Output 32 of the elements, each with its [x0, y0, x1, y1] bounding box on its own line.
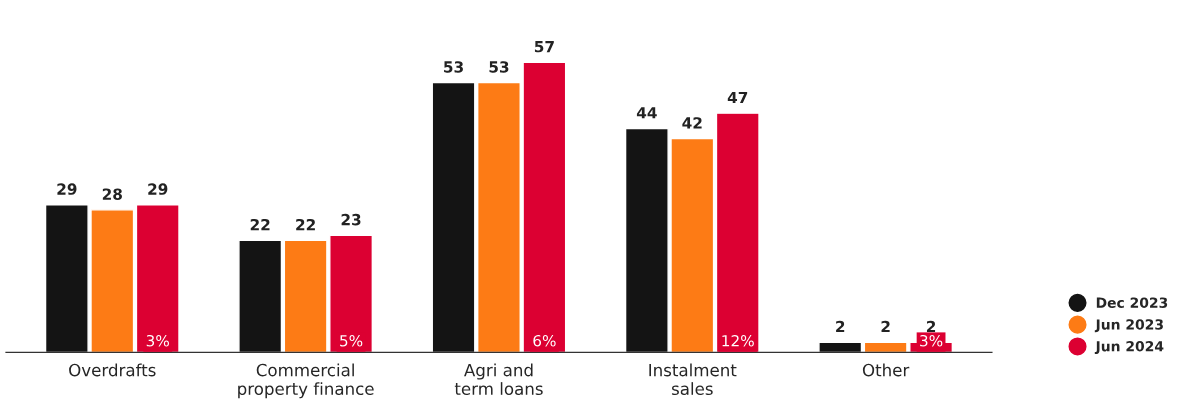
data-label: 2 — [881, 320, 890, 333]
data-label: 22 — [296, 218, 315, 231]
data-label: 2 — [926, 320, 936, 333]
data-label: 47 — [727, 91, 748, 104]
legend-label: Dec 2023 — [1096, 297, 1168, 308]
data-label: 28 — [102, 188, 122, 200]
data-label: 22 — [250, 218, 270, 231]
data-label: 2 — [836, 320, 845, 333]
bar — [135, 204, 180, 353]
legend-label: Jun 2023 — [1094, 319, 1163, 333]
annotation: 3% — [146, 334, 169, 347]
data-label: 44 — [636, 107, 657, 119]
data-label: 53 — [489, 61, 509, 73]
annotation: 6% — [533, 334, 556, 347]
legend-label: Jun 2024 — [1094, 340, 1164, 355]
x-tick-label: Agri and term loans — [454, 363, 543, 396]
bar — [818, 341, 863, 353]
bar — [238, 239, 283, 353]
x-tick-label: Commercial property finance — [238, 363, 374, 399]
data-label: 57 — [534, 41, 554, 53]
bar — [715, 112, 760, 353]
data-label: 29 — [148, 183, 168, 195]
bar — [431, 81, 476, 353]
data-label: 29 — [57, 183, 77, 195]
x-tick-label: Overdrafts — [69, 363, 156, 377]
x-tick-label: Instalment sales — [649, 363, 737, 396]
annotation: 5% — [340, 334, 363, 347]
data-label: 23 — [341, 213, 361, 226]
annotation: 12% — [722, 334, 754, 347]
data-label: 42 — [682, 117, 702, 129]
x-tick-label: Other — [862, 363, 910, 377]
data-label: 53 — [444, 61, 463, 73]
